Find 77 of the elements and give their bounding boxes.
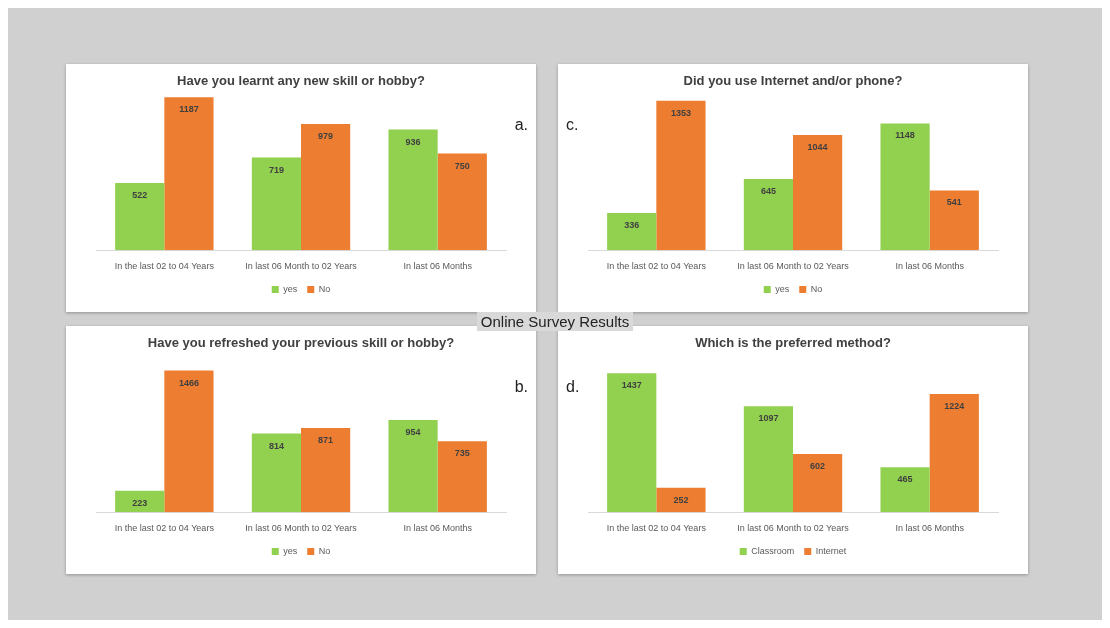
bar (656, 487, 706, 513)
x-tick-label: In the last 02 to 04 Years (114, 261, 215, 272)
data-label: 1353 (670, 107, 691, 118)
x-tick-label: In the last 02 to 04 Years (606, 523, 707, 534)
x-tick-label: In last 06 Month to 02 Years (737, 261, 850, 272)
data-label: 871 (318, 435, 334, 446)
x-tick-label: In last 06 Months (403, 523, 473, 534)
bar (115, 490, 165, 513)
text: d. (566, 378, 580, 396)
text: b. (514, 378, 528, 396)
x-tick-label: In last 06 Month to 02 Years (737, 523, 850, 534)
bar (388, 420, 438, 513)
x-tick-label: In last 06 Months (403, 261, 473, 272)
data-label: 936 (405, 136, 421, 147)
bar (388, 129, 438, 251)
x-tick-label: In last 06 Month to 02 Years (245, 523, 358, 534)
bar (164, 370, 214, 513)
legend-label: Internet (815, 545, 847, 556)
data-label: 1097 (758, 413, 779, 424)
data-label: 1148 (895, 130, 915, 141)
bar (301, 428, 351, 513)
legend-label: yes (283, 283, 298, 294)
text: a. (514, 116, 528, 134)
data-label: 954 (405, 427, 421, 437)
legend-label: No (318, 545, 331, 556)
x-tick-label: In last 06 Month to 02 Years (245, 261, 358, 272)
chart-title: Did you use Internet and/or phone? (683, 73, 903, 89)
bar (743, 406, 793, 513)
bar (164, 97, 214, 251)
bar (251, 433, 301, 513)
data-label: 541 (946, 197, 962, 208)
legend-label: No (810, 283, 823, 294)
legend-label: yes (283, 545, 298, 556)
data-label: 252 (673, 494, 689, 505)
bar (437, 441, 487, 513)
bar (929, 190, 979, 251)
data-label: 1224 (944, 400, 965, 411)
data-label: 1187 (179, 104, 199, 115)
chart-title: Which is the preferred method? (695, 335, 891, 351)
bar (880, 467, 930, 513)
data-label: 1044 (807, 141, 828, 152)
bar (793, 454, 843, 513)
bar (793, 134, 843, 251)
data-label: 1437 (621, 380, 642, 391)
x-tick-label: In last 06 Months (895, 261, 965, 272)
bar (743, 178, 793, 251)
x-tick-label: In last 06 Months (895, 523, 965, 534)
text: Online Survey Results (476, 312, 634, 331)
data-label: 465 (897, 474, 913, 485)
legend-label: No (318, 283, 331, 294)
bar (880, 123, 930, 251)
legend-label: yes (775, 283, 790, 294)
data-label: 750 (454, 160, 470, 171)
data-label: 1466 (178, 377, 199, 388)
bar (251, 157, 301, 251)
bar (607, 373, 657, 513)
data-label: 336 (624, 220, 640, 231)
data-label: 522 (132, 189, 148, 200)
bar (929, 393, 979, 513)
bar (115, 182, 165, 251)
chart-title: Have you learnt any new skill or hobby? (177, 73, 425, 89)
bar (607, 213, 657, 251)
data-label: 645 (760, 185, 776, 196)
data-label: 814 (268, 440, 284, 451)
text: c. (566, 116, 579, 134)
x-tick-label: In the last 02 to 04 Years (114, 523, 215, 534)
bar (301, 124, 351, 251)
x-tick-label: In the last 02 to 04 Years (606, 261, 707, 272)
bar (656, 100, 706, 251)
data-label: 223 (132, 497, 148, 508)
data-label: 719 (268, 164, 284, 175)
data-label: 979 (318, 131, 334, 142)
bar (437, 153, 487, 251)
data-label: 735 (454, 448, 470, 459)
legend-label: Classroom (751, 545, 795, 556)
data-label: 602 (810, 461, 826, 472)
chart-title: Have you refreshed your previous skill or hobby? (147, 335, 455, 351)
